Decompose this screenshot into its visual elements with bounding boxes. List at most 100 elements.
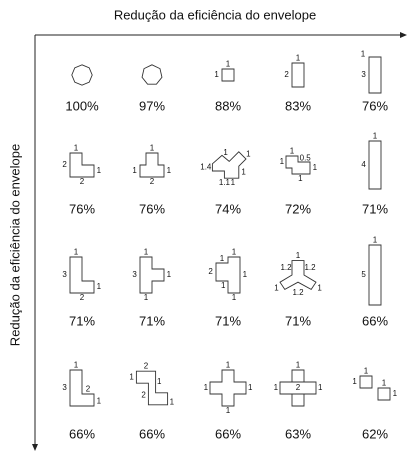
shape [280, 370, 316, 406]
shape [70, 257, 94, 293]
shape [212, 152, 246, 178]
shape [286, 156, 310, 174]
shape-cell: 11.2 1.21 11.2 [274, 251, 322, 297]
percent-label: 62% [362, 426, 388, 441]
dimension-label: 1 [214, 70, 219, 79]
shape-cell: 1 3 1 2 [62, 247, 101, 302]
percent-label: 71% [139, 313, 165, 328]
percent-label: 72% [285, 201, 311, 216]
percent-label: 76% [362, 98, 388, 113]
percent-label: 71% [215, 313, 241, 328]
dimension-label: 1 [97, 166, 102, 175]
shape [72, 65, 92, 85]
dimension-label: 1 [382, 378, 387, 387]
dimension-label: 2 [86, 384, 91, 393]
dimension-label: 1 [129, 372, 134, 381]
shape-cell: 13 [361, 50, 381, 93]
dimension-label: 1 [232, 293, 237, 302]
dimension-label: 1 [241, 167, 246, 176]
dimension-label: 1 [167, 166, 172, 175]
dimension-label: 1 [150, 143, 155, 152]
dimension-label: 5 [361, 270, 366, 279]
percent-label: 83% [285, 98, 311, 113]
dimension-label: 1 [74, 247, 79, 256]
shape [360, 376, 390, 400]
dimension-label: 1 [373, 131, 378, 140]
dimension-label: 1 [204, 383, 209, 392]
dimension-label: 0.5 [300, 154, 312, 163]
shape-cell: 11 11 [352, 366, 398, 400]
dimension-label: 1 [290, 146, 295, 155]
shape-cell: 1 3 1 1 [132, 247, 171, 302]
shape [369, 57, 381, 93]
dimension-label: 1 [157, 377, 162, 386]
dimension-label: 1 [296, 251, 301, 260]
dimension-label: 1 [352, 377, 357, 386]
shape [70, 370, 94, 406]
dimension-label: 1 [364, 366, 369, 375]
dimension-label: 1 [220, 254, 225, 263]
shape-cell: 15 [361, 235, 381, 305]
percent-label: 66% [362, 313, 388, 328]
dimension-label: 1 [296, 360, 301, 369]
dimension-label: 1 [274, 283, 279, 292]
shape [136, 371, 167, 405]
dimension-label: 1.2 [292, 288, 304, 297]
dimension-label: 1 [280, 157, 285, 166]
dimension-label: 1 [246, 149, 251, 158]
dimension-label: 2 [150, 177, 155, 186]
dimension-label: 1 [167, 270, 172, 279]
dimension-label: 1 [298, 174, 303, 183]
dimension-label: 1 [144, 293, 149, 302]
dimension-label: 1.4 [200, 163, 212, 172]
dimension-label: 4 [361, 160, 366, 169]
shape [70, 153, 94, 177]
dimension-label: 1 [373, 235, 378, 244]
dimension-label: 2 [141, 390, 146, 399]
dimension-label: 1 [274, 383, 279, 392]
percent-label: 71% [69, 313, 95, 328]
shape-cell: 13 21 [62, 360, 102, 406]
shape [140, 153, 164, 177]
dimension-label: 1 [226, 360, 231, 369]
shape [216, 257, 240, 293]
shape-cell [72, 65, 92, 85]
dimension-label: 1.2 [304, 263, 316, 272]
shape-cell: 1 1 2 1 [274, 360, 323, 406]
percent-label: 76% [69, 201, 95, 216]
shape [210, 370, 246, 406]
dimension-label: 3 [62, 270, 67, 279]
dimension-label: 1 [248, 383, 253, 392]
shape [140, 257, 164, 293]
percent-label: 76% [139, 201, 165, 216]
dimension-label: 2 [80, 293, 85, 302]
dimension-label: 1.2 [280, 263, 292, 272]
dimension-label: 1 [74, 143, 79, 152]
dimension-label: 2 [296, 383, 301, 392]
dimension-label: 1 [97, 282, 102, 291]
dimension-label: 2 [62, 160, 67, 169]
dimension-label: 1 [243, 270, 248, 279]
dimension-label: 1 [144, 247, 149, 256]
dimension-label: 3 [361, 70, 366, 79]
dimension-label: 3 [132, 270, 137, 279]
percent-label: 66% [69, 426, 95, 441]
dimension-label: 1.1 [219, 178, 231, 187]
dimension-label: 2 [80, 177, 85, 186]
dimension-label: 1 [223, 148, 228, 157]
dimension-label: 2 [208, 267, 213, 276]
shape [280, 261, 316, 290]
shape-cell [142, 65, 162, 84]
shape [369, 245, 381, 305]
dimension-label: 1 [170, 398, 175, 407]
shape [142, 65, 162, 84]
percent-label: 97% [139, 98, 165, 113]
percent-label: 88% [215, 98, 241, 113]
percent-label: 100% [65, 98, 99, 113]
dimension-label: 1 [361, 50, 366, 59]
